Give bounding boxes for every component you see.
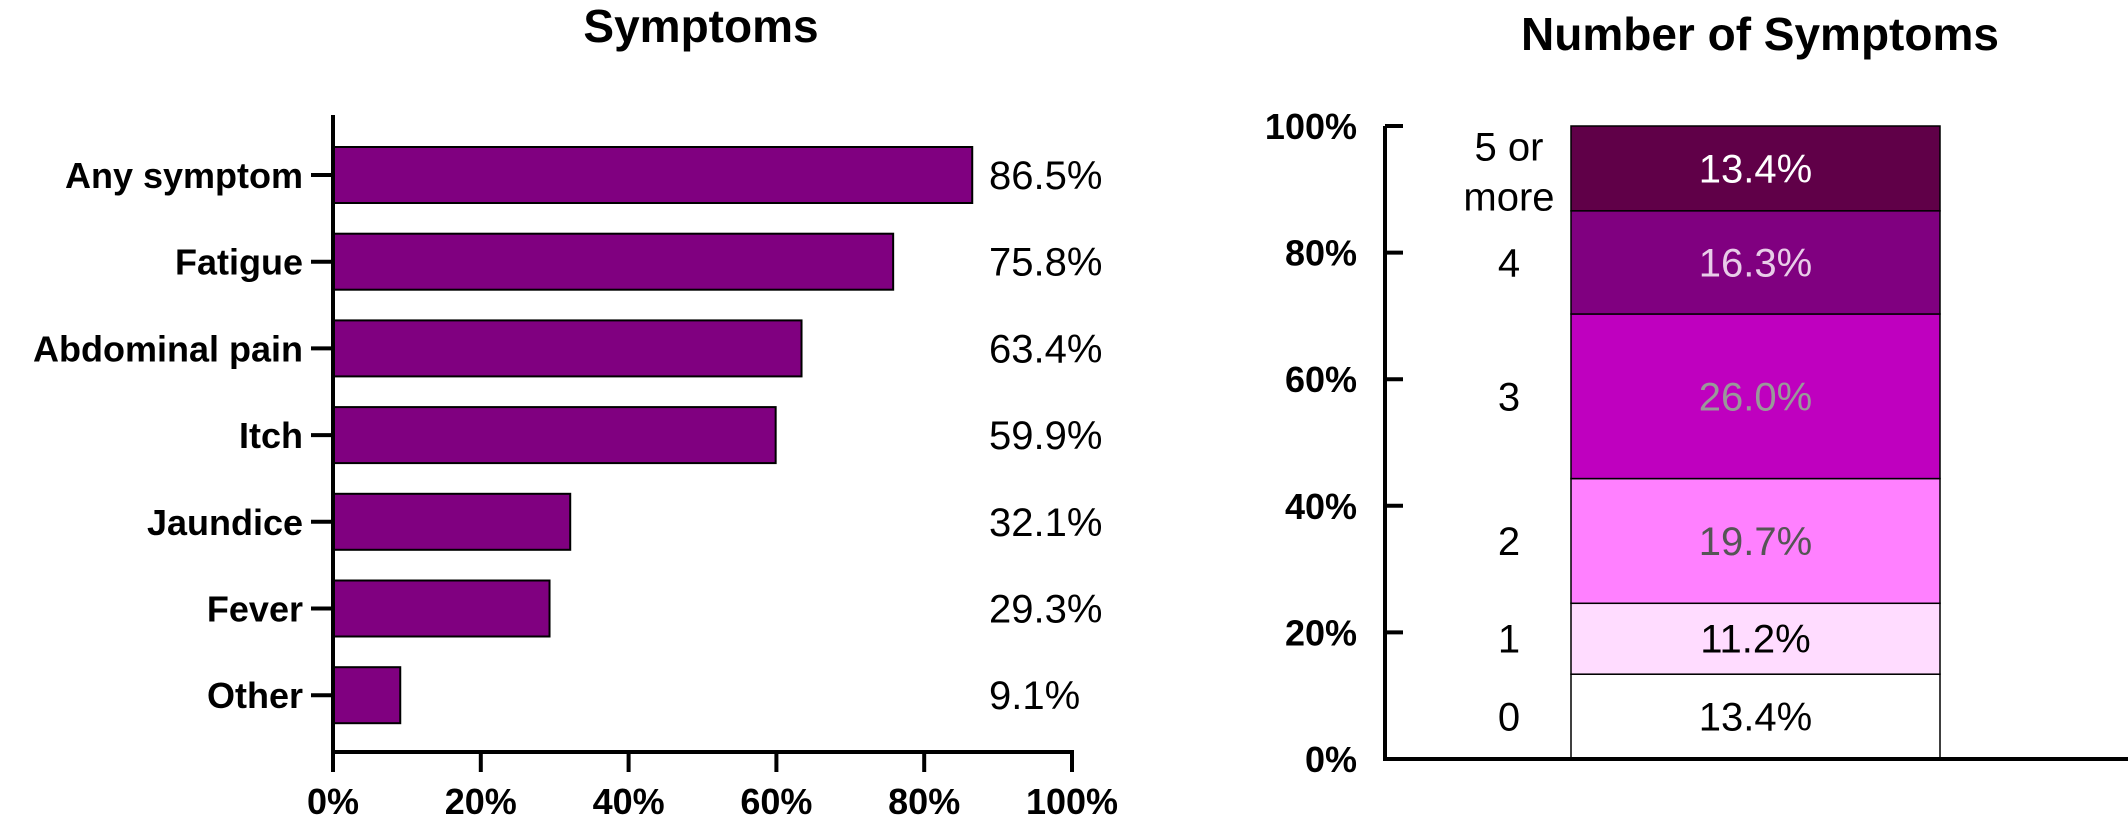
segment-label-1: 11.2%	[1700, 618, 1810, 662]
x-tick-label-0: 0%	[307, 781, 359, 822]
segment-label-3: 26.0%	[1699, 375, 1812, 419]
number-of-symptoms-chart: Number of Symptoms 13.4% 0 11.2% 1 19.7% 2 26.…	[1265, 8, 2128, 780]
segment-label-0: 13.4%	[1699, 696, 1812, 740]
data-label-itch: 59.9%	[989, 414, 1102, 458]
category-label-2: 2	[1498, 520, 1520, 564]
symptoms-chart: Symptoms 86.5% 75.8% 63.4% 59.9% 32.1% 29.3% 9…	[33, 0, 1118, 822]
number-of-symptoms-segments: 13.4% 0 11.2% 1 19.7% 2 26.0% 3 16.3% 4 13.4% 5 or m…	[1463, 125, 1941, 760]
category-label-0: 0	[1498, 696, 1520, 740]
bar-fever	[332, 579, 551, 638]
y-tick-label-right-80: 80%	[1285, 233, 1357, 274]
x-tick-label-60: 60%	[740, 781, 812, 822]
segment-label-2: 19.7%	[1699, 520, 1812, 564]
symptoms-bars: 86.5% 75.8% 63.4% 59.9% 32.1% 29.3% 9.1%	[332, 146, 1102, 725]
bar-fatigue	[332, 232, 895, 291]
y-tick-label-right-40: 40%	[1285, 486, 1357, 527]
bar-itch	[332, 406, 777, 465]
symptoms-chart-title: Symptoms	[583, 0, 818, 52]
y-tick-label-right-0: 0%	[1305, 739, 1357, 780]
data-label-jaundice: 32.1%	[989, 501, 1102, 545]
bar-jaundice	[332, 492, 572, 551]
data-label-fatigue: 75.8%	[989, 241, 1102, 285]
data-label-abdominal-pain: 63.4%	[989, 327, 1102, 371]
category-label-jaundice: Jaundice	[147, 502, 303, 543]
bar-abdominal-pain	[332, 319, 803, 378]
category-label-4: 4	[1498, 241, 1520, 285]
data-label-other: 9.1%	[989, 674, 1080, 718]
y-tick-label-right-60: 60%	[1285, 359, 1357, 400]
bar-any-symptom	[332, 146, 974, 204]
x-tick-label-80: 80%	[888, 781, 960, 822]
data-label-any-symptom: 86.5%	[989, 154, 1102, 198]
segment-label-4: 16.3%	[1699, 241, 1812, 285]
category-label-other: Other	[207, 675, 303, 716]
bar-other	[332, 666, 402, 725]
x-tick-label-100: 100%	[1026, 781, 1118, 822]
segment-0	[1570, 673, 1941, 760]
data-label-fever: 29.3%	[989, 588, 1102, 632]
category-label-3: 3	[1498, 375, 1520, 419]
category-label-itch: Itch	[239, 415, 303, 456]
category-label-5-or-more: 5 or more	[1463, 125, 1554, 219]
segment-label-5-or-more: 13.4%	[1699, 147, 1812, 191]
segment-1	[1570, 602, 1941, 675]
x-tick-label-20: 20%	[445, 781, 517, 822]
symptoms-axes: Any symptom Fatigue Abdominal pain Itch Jaun…	[33, 115, 1118, 822]
category-label-1: 1	[1498, 618, 1520, 662]
y-tick-label-right-20: 20%	[1285, 612, 1357, 653]
segment-2	[1570, 477, 1941, 605]
segment-4	[1570, 210, 1941, 315]
number-of-symptoms-chart-title: Number of Symptoms	[1521, 8, 1999, 60]
category-label-fatigue: Fatigue	[175, 242, 303, 283]
segment-3	[1570, 313, 1941, 480]
category-label-abdominal-pain: Abdominal pain	[33, 328, 303, 369]
category-label-any-symptom: Any symptom	[65, 155, 303, 196]
number-of-symptoms-axes: 0% 20% 40% 60% 80% 100%	[1265, 106, 2128, 780]
category-label-fever: Fever	[207, 589, 303, 630]
x-tick-label-40: 40%	[593, 781, 665, 822]
segment-5-or-more	[1570, 125, 1941, 212]
y-tick-label-right-100: 100%	[1265, 106, 1357, 147]
